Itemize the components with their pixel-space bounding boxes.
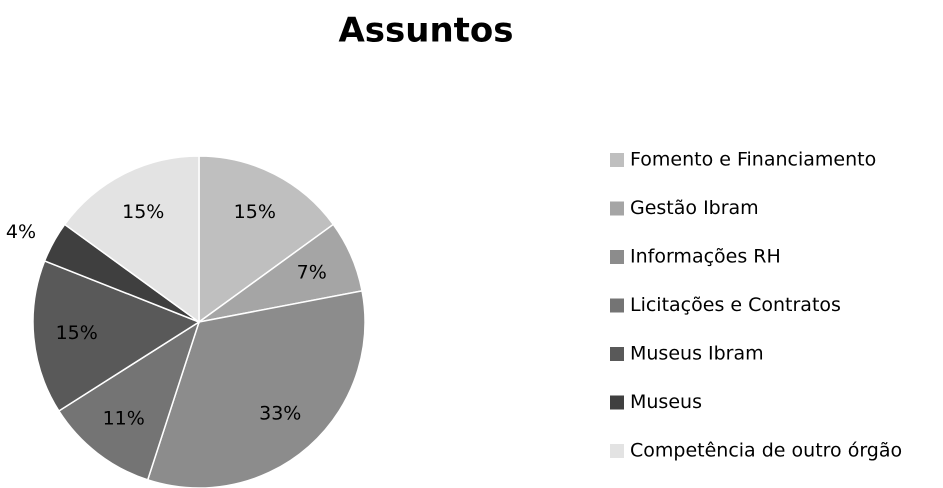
legend-label: Museus Ibram [630, 343, 764, 365]
legend-swatch [610, 153, 624, 167]
legend-label: Informações RH [630, 246, 781, 268]
data-label: 4% [6, 221, 36, 243]
pie-slice [32, 259, 201, 412]
data-label: 15% [56, 322, 98, 344]
legend-swatch [610, 201, 624, 216]
legend-label: Museus [630, 391, 702, 413]
legend-label: Competência de outro órgão [630, 440, 902, 462]
pie-slice [198, 155, 335, 324]
pie-slice [57, 320, 201, 481]
legend-label: Licitações e Contratos [630, 294, 841, 316]
legend-swatch [610, 298, 624, 313]
chart-title: Assuntos [338, 11, 513, 51]
legend-swatch [610, 347, 624, 361]
legend-swatch [610, 250, 624, 264]
pie-slice [63, 155, 200, 324]
data-label: 11% [103, 408, 145, 430]
legend-swatch [610, 444, 624, 458]
data-label: 15% [234, 201, 276, 223]
legend-label: Fomento e Financiamento [630, 149, 876, 171]
data-label: 15% [122, 201, 164, 223]
data-label: 7% [297, 262, 327, 284]
legend-swatch [610, 395, 624, 410]
legend-label: Gestão Ibram [630, 197, 759, 219]
data-label: 33% [259, 403, 301, 425]
